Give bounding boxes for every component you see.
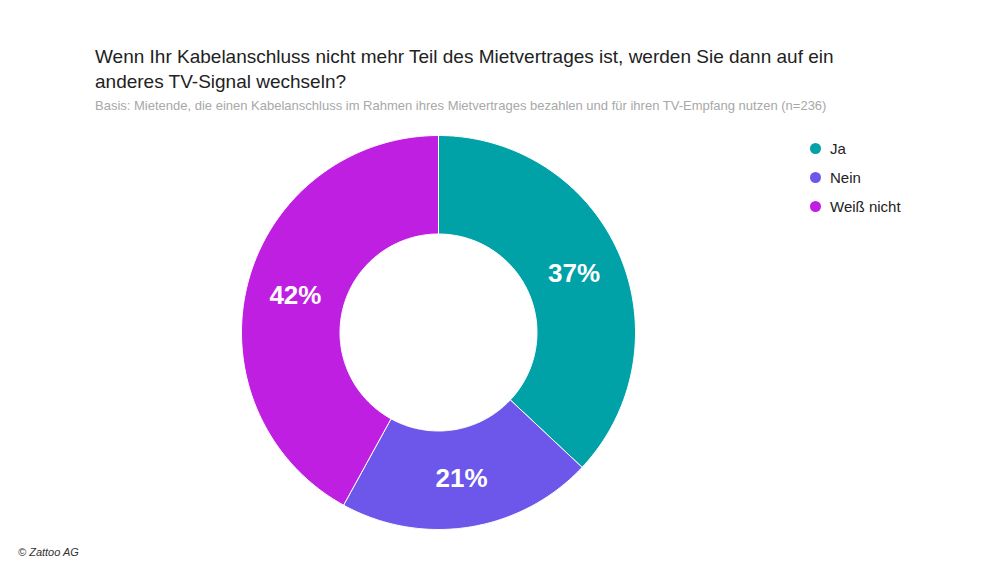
html-text:Weiß nicht: Weiß nicht xyxy=(830,198,901,215)
html-text:Wenn Ihr Kabelanschluss nicht: Wenn Ihr Kabelanschluss nicht mehr Teil … xyxy=(95,46,834,92)
html-text:Nein: Nein xyxy=(830,169,861,186)
html-text:© Zattoo AG: © Zattoo AG xyxy=(18,546,79,558)
html-text:Basis: Mietende, die einen Kab: Basis: Mietende, die einen Kabelanschlus… xyxy=(95,98,827,113)
svg-text:37%: 37% xyxy=(548,258,600,288)
svg-text:21%: 21% xyxy=(436,463,488,493)
svg-text:42%: 42% xyxy=(269,280,321,310)
html-text:Ja: Ja xyxy=(830,140,846,157)
